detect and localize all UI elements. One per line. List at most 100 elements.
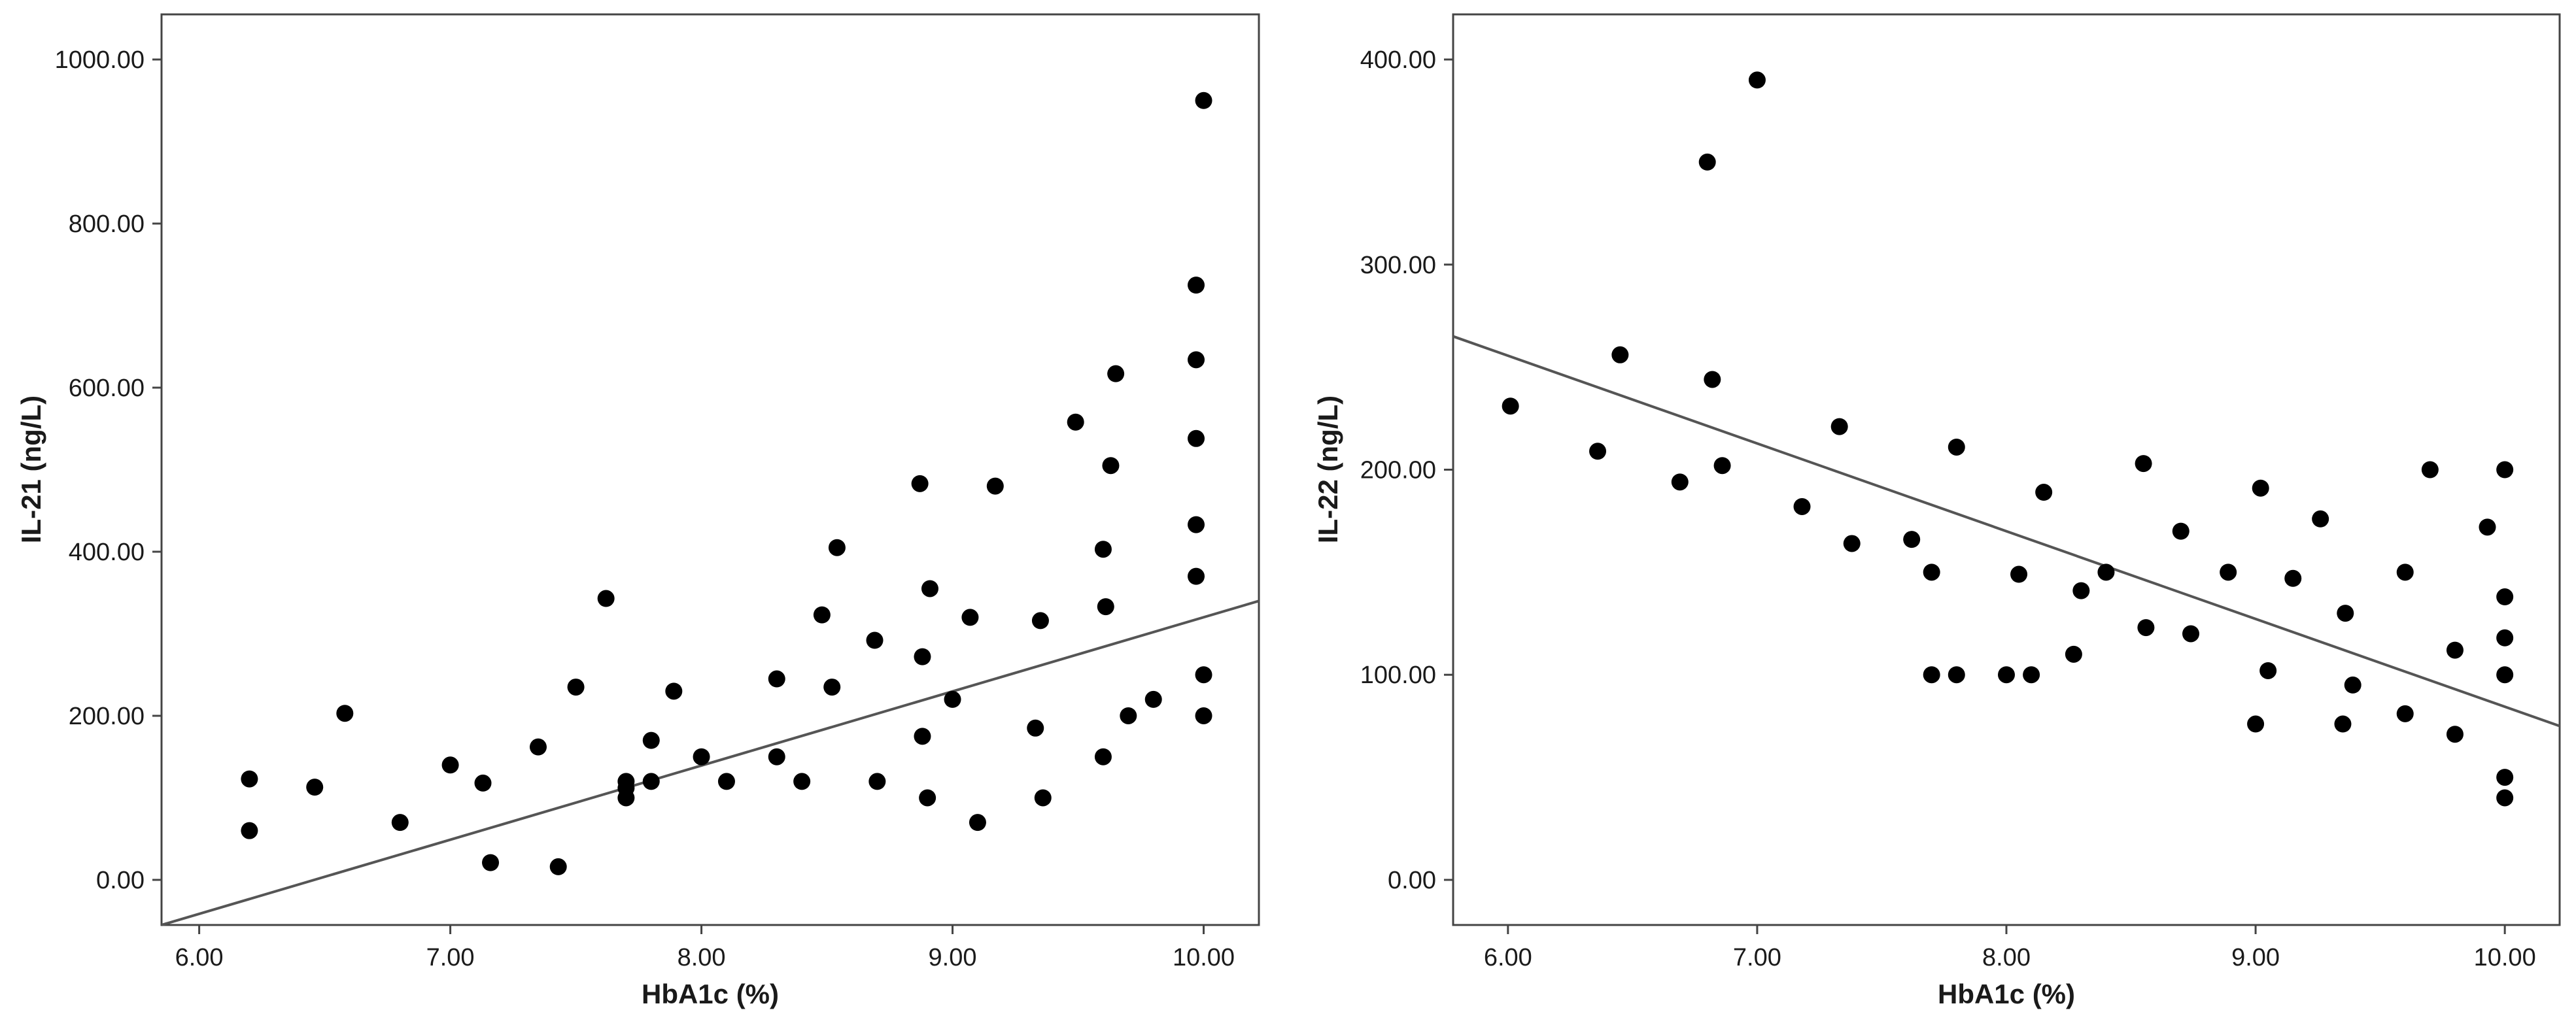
data-point [2496,461,2514,479]
x-tick-label: 7.00 [426,944,475,971]
data-point [2312,510,2329,528]
x-axis-title: HbA1c (%) [1938,979,2075,1009]
data-point [1144,690,1162,708]
data-point [969,814,986,832]
data-point [1843,535,1861,552]
x-tick-label: 10.00 [1173,944,1235,971]
data-point [2035,484,2053,501]
data-point [868,773,886,790]
data-point [2023,666,2040,684]
data-point [813,606,831,624]
data-point [2421,461,2439,479]
data-point [919,789,936,807]
data-point [617,779,635,797]
data-point [441,756,459,774]
data-point [823,679,841,696]
x-tick-label: 6.00 [175,944,224,971]
x-tick-label: 8.00 [678,944,726,971]
data-point [1094,748,1112,765]
data-point [1923,563,1940,581]
data-point [768,670,785,688]
data-point [793,773,811,790]
data-points [1502,71,2514,807]
data-point [1793,497,1811,515]
data-point [1102,457,1120,475]
data-point [241,770,258,788]
data-point [921,580,938,597]
data-point [1097,598,1114,616]
data-point [1903,531,1921,548]
data-point [2446,726,2464,743]
data-point [2496,588,2514,606]
data-point [1188,567,1205,585]
data-point [665,682,683,700]
y-tick-label: 400.00 [1360,46,1436,74]
data-point [642,773,660,790]
data-point [1067,413,1084,431]
y-tick-label: 0.00 [1388,867,1436,894]
data-point [2182,625,2199,643]
data-point [2396,563,2414,581]
data-point [1120,707,1137,724]
y-ticks: 0.00 100.00 200.00 300.00 400.00 [1360,46,1453,894]
data-point [2172,522,2190,540]
data-point [2097,563,2115,581]
data-point [567,679,585,696]
data-point [2137,619,2155,637]
data-point [642,731,660,749]
data-point [1830,418,1848,435]
x-tick-label: 9.00 [2231,944,2280,971]
data-point [1188,516,1205,533]
data-point [768,748,785,765]
y-tick-label: 200.00 [1360,457,1436,484]
data-point [1713,457,1731,475]
data-point [1589,443,1607,460]
chart-il22: 0.00 100.00 200.00 300.00 400.00 6.00 7.00 8.0… [1313,13,2561,1009]
plot-frame [160,13,1260,926]
data-point [1998,666,2015,684]
regression-line [1452,335,2560,728]
data-point [2010,565,2028,583]
data-point [1188,351,1205,369]
data-point [336,705,354,722]
data-point [2344,676,2361,694]
data-point [911,475,929,492]
y-tick-label: 600.00 [69,375,145,402]
data-point [1671,473,1689,491]
data-point [2220,563,2237,581]
data-point [549,858,567,875]
x-tick-label: 8.00 [1982,944,2031,971]
data-point [2135,455,2152,473]
data-point [944,690,961,708]
x-ticks: 6.00 7.00 8.00 9.00 10.00 [175,925,1235,971]
data-point [597,590,615,607]
data-point [1704,371,1721,388]
data-point [391,814,409,832]
x-axis-title: HbA1c (%) [642,979,779,1009]
data-point [2496,789,2514,807]
data-point [2337,605,2354,622]
y-tick-label: 100.00 [1360,662,1436,689]
data-point [1027,719,1044,737]
y-tick-label: 800.00 [69,210,145,238]
data-point [529,738,547,756]
data-point [1195,92,1212,109]
data-point [2252,479,2269,497]
data-point [914,648,931,665]
data-point [1107,365,1125,382]
chart-il21: 0.00 200.00 400.00 600.00 800.00 1000.00 6.00… [16,13,1260,1009]
y-tick-label: 400.00 [69,539,145,566]
data-point [2072,582,2090,599]
x-tick-label: 9.00 [929,944,977,971]
data-point [2396,705,2414,722]
data-point [1948,666,1965,684]
data-point [2496,769,2514,786]
data-point [2479,518,2496,536]
data-point [306,779,324,796]
regression-line [161,599,1260,926]
y-axis-title: IL-21 (ng/L) [16,395,46,543]
data-point [1034,789,1052,807]
y-tick-label: 1000.00 [55,46,145,74]
plot-frame [1452,13,2561,926]
